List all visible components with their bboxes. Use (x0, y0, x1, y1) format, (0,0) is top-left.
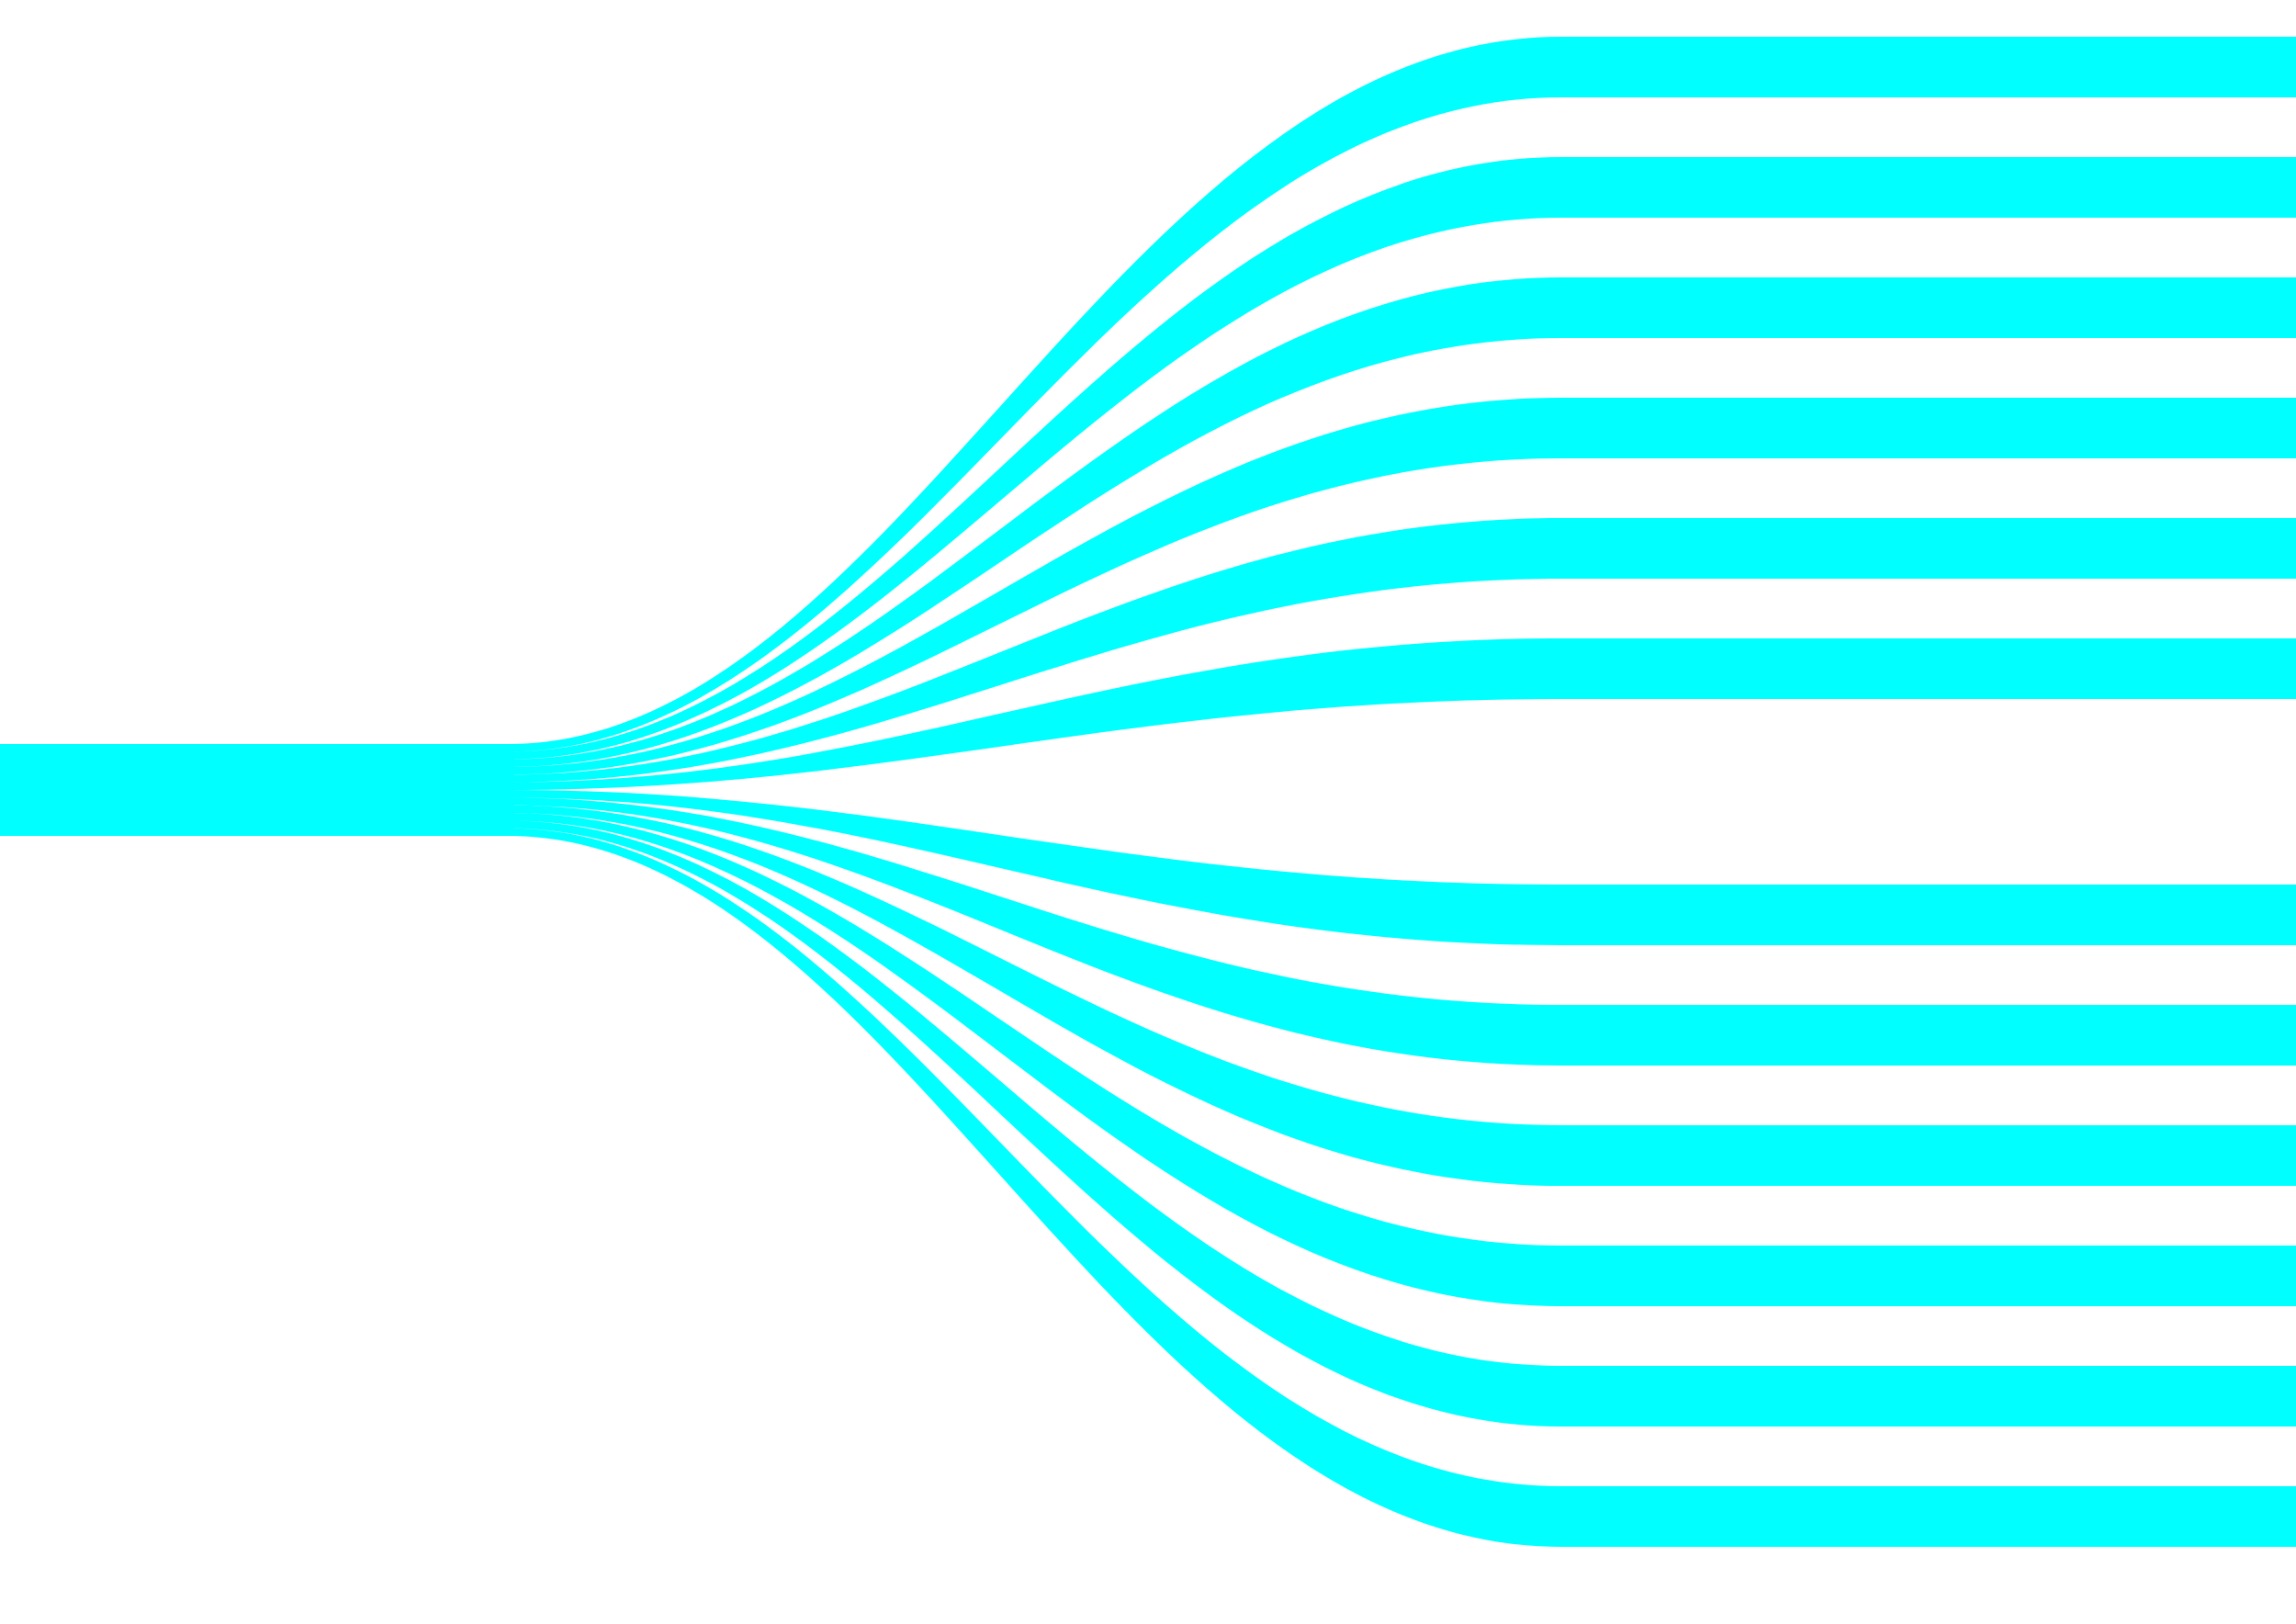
branch-4 (508, 398, 2296, 775)
source-trunk (0, 744, 514, 836)
branch-8 (508, 797, 2296, 1066)
branch-group (508, 37, 2296, 1547)
branch-10 (508, 813, 2296, 1306)
branch-9 (508, 805, 2296, 1186)
branch-3 (508, 277, 2296, 767)
branch-6 (508, 638, 2296, 790)
branch-5 (508, 518, 2296, 783)
branch-2 (508, 157, 2296, 760)
branch-11 (508, 820, 2296, 1427)
branch-7 (508, 790, 2296, 945)
